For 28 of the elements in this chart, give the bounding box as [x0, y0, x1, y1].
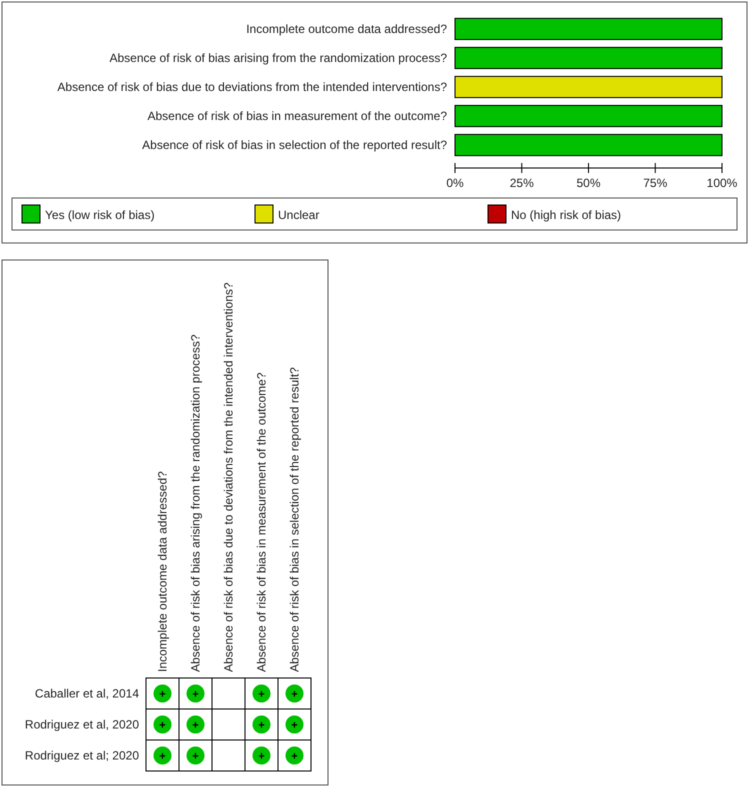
text: +: [258, 750, 265, 762]
text: +: [291, 720, 298, 732]
text: +: [291, 688, 298, 700]
y-tick-label: Rodriguez et al; 2020: [24, 748, 140, 762]
text: +: [291, 750, 298, 762]
x-tick-label: 25%: [510, 176, 534, 190]
x-tick-label: 100%: [706, 176, 738, 190]
x-tick-label: 75%: [643, 176, 668, 190]
y-tick-label: Absence of risk of bias arising from the randomization process?: [110, 50, 448, 65]
legend-label: Yes (low risk of bias): [45, 208, 155, 222]
text: +: [159, 720, 166, 732]
y-tick-label: Incomplete outcome data addressed?: [246, 22, 448, 36]
y-tick-label: Caballer et al, 2014: [34, 686, 140, 700]
y-tick-label: Rodriguez et al, 2020: [24, 718, 140, 732]
legend-label: Unclear: [278, 208, 320, 222]
y-tick-label: Absence of risk of bias in selection of the reported result?: [142, 138, 448, 152]
text: +: [258, 688, 265, 700]
text: +: [192, 720, 199, 732]
legend-label: No (high risk of bias): [511, 208, 622, 222]
x-tick-label: 0%: [446, 176, 464, 190]
y-tick-label: Absence of risk of bias due to deviations from the intended interventions?: [57, 80, 448, 94]
text: +: [258, 720, 265, 732]
text: +: [159, 688, 166, 700]
text: +: [192, 750, 199, 762]
y-tick-label: Absence of risk of bias in measurement of the outcome?: [148, 109, 448, 124]
x-tick-label: 50%: [576, 176, 601, 190]
text: +: [159, 750, 166, 762]
text: +: [192, 688, 199, 700]
